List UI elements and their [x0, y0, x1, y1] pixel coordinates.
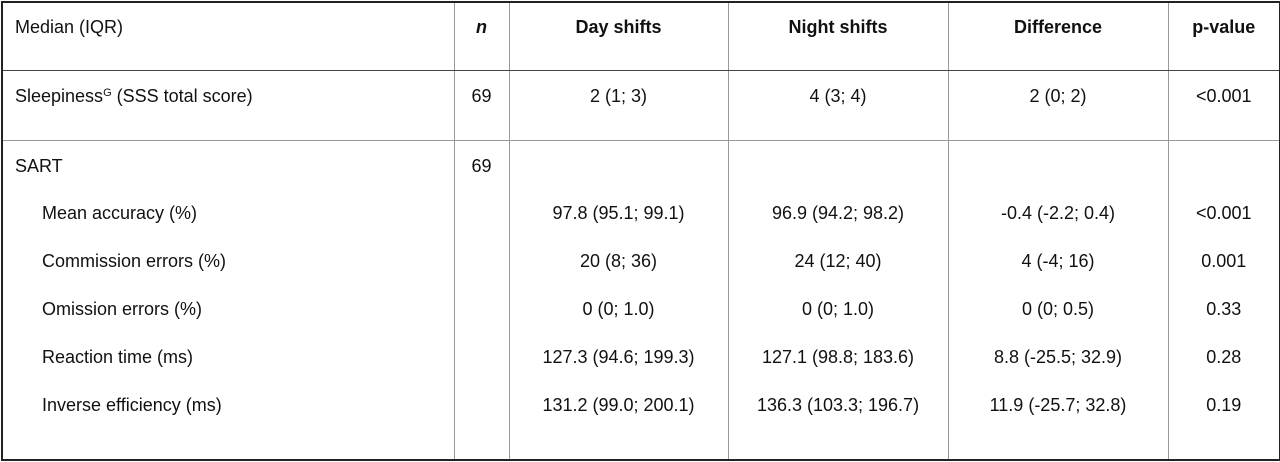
value-cell: 0 (0; 1.0)	[727, 286, 949, 334]
value-cell: 0.001	[1167, 238, 1280, 286]
value-cell: 96.9 (94.2; 98.2)	[727, 190, 949, 238]
sub-row: Inverse efficiency (ms) 131.2 (99.0; 200.…	[1, 382, 1280, 460]
value-cell: 24 (12; 40)	[727, 238, 949, 286]
header-cell: Median (IQR)	[1, 2, 455, 71]
group-row: SART 69	[1, 140, 1280, 190]
n-cell	[453, 334, 510, 382]
value-cell: 4 (3; 4)	[727, 70, 949, 141]
row-label: Inverse efficiency (ms)	[1, 382, 455, 460]
sub-row: Commission errors (%) 20 (8; 36) 24 (12; 4…	[1, 238, 1280, 286]
sub-row: Omission errors (%) 0 (0; 1.0) 0 (0; 1.0) 0…	[1, 286, 1280, 334]
value-cell: 0 (0; 0.5)	[947, 286, 1169, 334]
n-cell	[453, 286, 510, 334]
value-cell: 127.1 (98.8; 183.6)	[727, 334, 949, 382]
data-row: SleepinessG (SSS total score) 69 2 (1; 3) 4…	[1, 70, 1280, 141]
sub-row: Reaction time (ms) 127.3 (94.6; 199.3) 127…	[1, 334, 1280, 382]
header-cell: Difference	[947, 2, 1169, 71]
superscript: G	[103, 86, 112, 99]
empty-cell	[727, 140, 949, 190]
value-cell: 0.33	[1167, 286, 1280, 334]
value-cell: -0.4 (-2.2; 0.4)	[947, 190, 1169, 238]
header-row: Median (IQR) n Day shifts Night shifts Diffe…	[1, 2, 1280, 71]
value-cell: <0.001	[1167, 190, 1280, 238]
value-cell: 2 (0; 2)	[947, 70, 1169, 141]
row-label: SleepinessG (SSS total score)	[1, 70, 455, 141]
value-cell: 127.3 (94.6; 199.3)	[508, 334, 729, 382]
header-cell: Day shifts	[508, 2, 729, 71]
header-cell: n	[453, 2, 510, 71]
n-cell	[453, 382, 510, 460]
value-cell: 8.8 (-25.5; 32.9)	[947, 334, 1169, 382]
value-cell: <0.001	[1167, 70, 1280, 141]
row-label: Reaction time (ms)	[1, 334, 455, 382]
value-cell: 0 (0; 1.0)	[508, 286, 729, 334]
value-cell: 0.28	[1167, 334, 1280, 382]
value-cell: 0.19	[1167, 382, 1280, 460]
empty-cell	[508, 140, 729, 190]
header-cell: Night shifts	[727, 2, 949, 71]
sub-row: Mean accuracy (%) 97.8 (95.1; 99.1) 96.9 (…	[1, 190, 1280, 238]
value-cell: 11.9 (-25.7; 32.8)	[947, 382, 1169, 460]
value-cell: 20 (8; 36)	[508, 238, 729, 286]
value-cell: 2 (1; 3)	[508, 70, 729, 141]
label-text: (SSS total score)	[111, 85, 253, 106]
n-cell: 69	[453, 140, 510, 190]
value-cell: 97.8 (95.1; 99.1)	[508, 190, 729, 238]
row-label: Commission errors (%)	[1, 238, 455, 286]
value-cell: 131.2 (99.0; 200.1)	[508, 382, 729, 460]
value-cell: 136.3 (103.3; 196.7)	[727, 382, 949, 460]
n-cell	[453, 190, 510, 238]
empty-cell	[1167, 140, 1280, 190]
header-cell: p-value	[1167, 2, 1280, 71]
n-cell: 69	[453, 70, 510, 141]
row-label: Omission errors (%)	[1, 286, 455, 334]
n-cell	[453, 238, 510, 286]
empty-cell	[947, 140, 1169, 190]
row-label: Mean accuracy (%)	[1, 190, 455, 238]
value-cell: 4 (-4; 16)	[947, 238, 1169, 286]
row-label: SART	[1, 140, 455, 190]
label-text: Sleepiness	[15, 85, 104, 106]
